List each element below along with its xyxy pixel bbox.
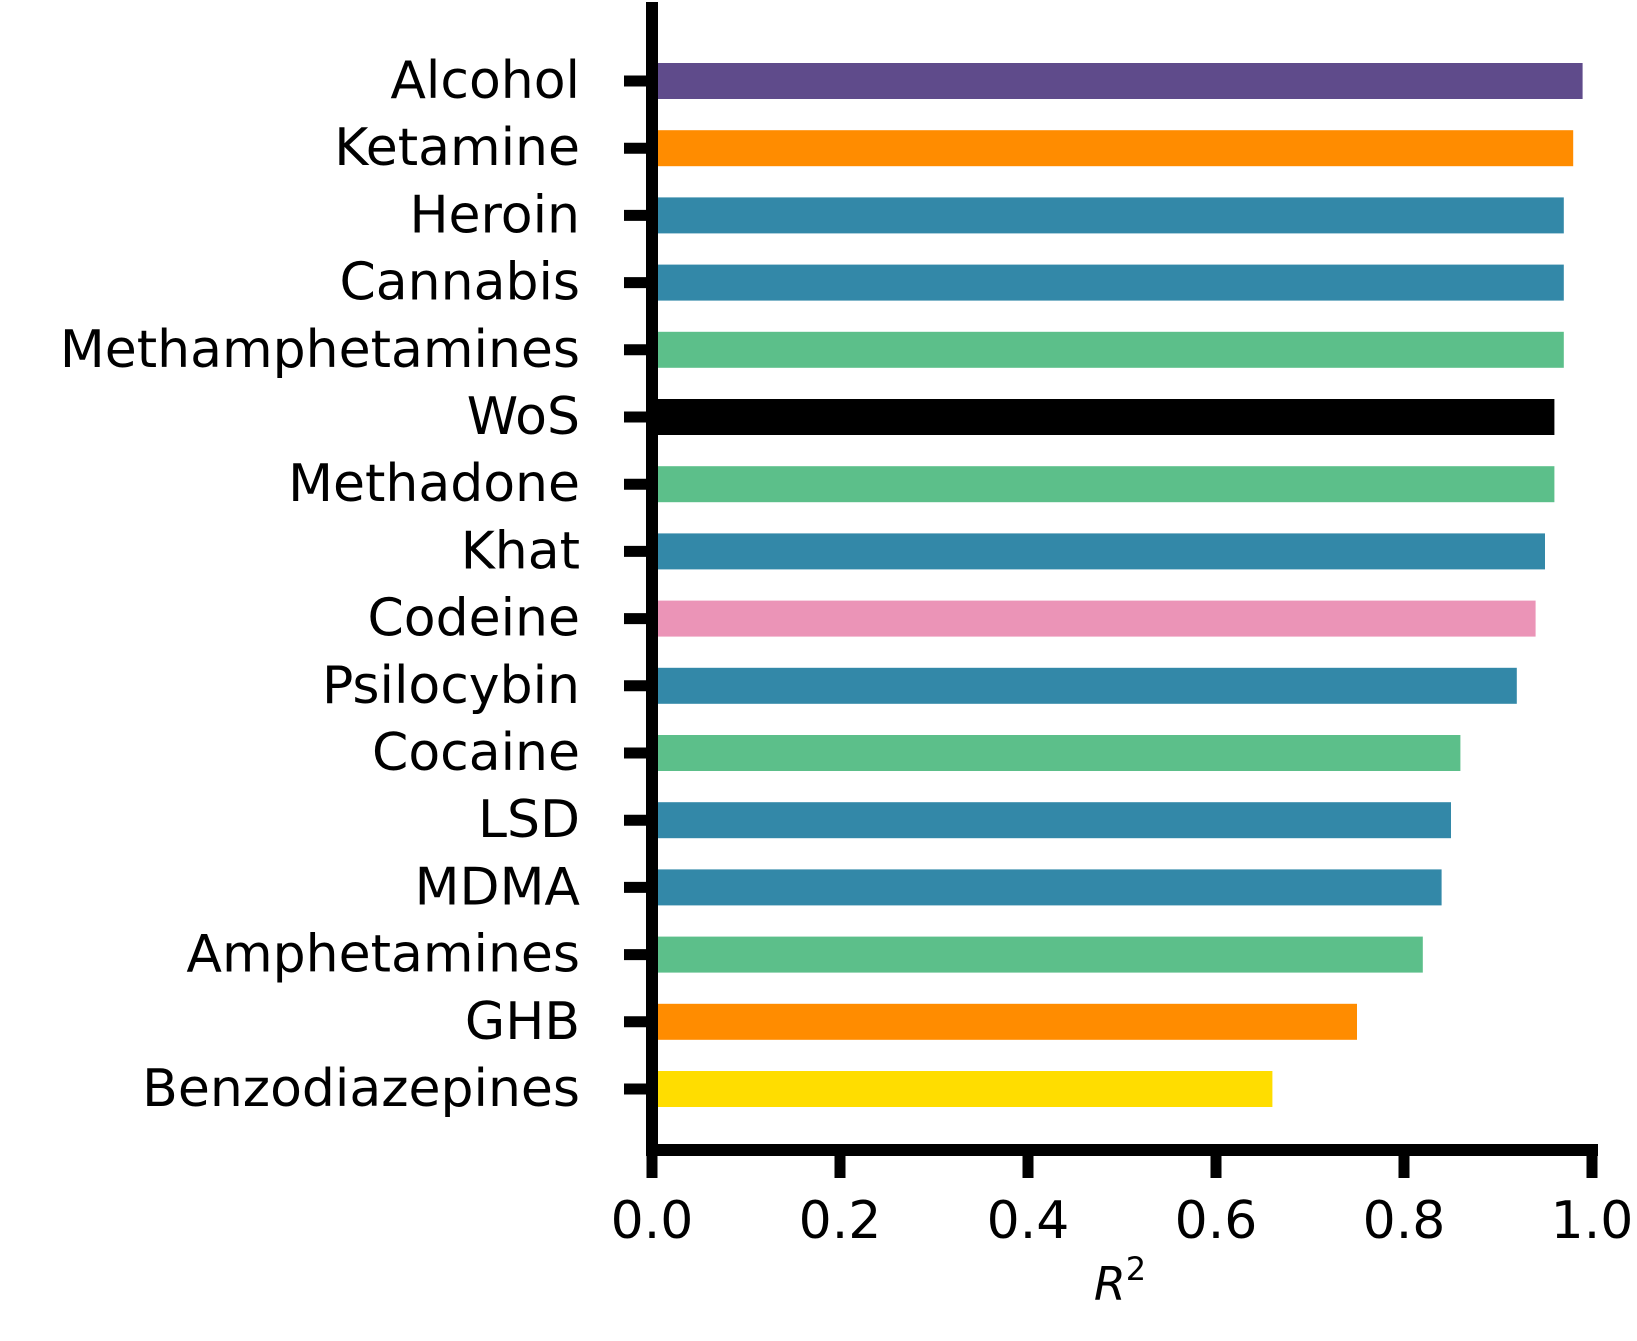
y-tick-label: Heroin: [409, 185, 580, 245]
bar-ghb: [652, 1003, 1357, 1040]
y-tick-label: Methamphetamines: [60, 320, 580, 380]
x-tick-label: 0.0: [611, 1191, 694, 1251]
bar-amphetamines: [652, 936, 1423, 973]
x-tick-label: 0.2: [799, 1191, 882, 1251]
bar-methadone: [652, 466, 1555, 503]
x-tick-label: 0.4: [987, 1191, 1070, 1251]
y-tick-label: Psilocybin: [322, 656, 580, 716]
y-tick-label: Methadone: [288, 454, 580, 514]
y-tick-label: WoS: [467, 387, 580, 447]
bar-psilocybin: [652, 667, 1517, 704]
bar-lsd: [652, 802, 1451, 839]
bar-wos: [652, 399, 1555, 435]
bar-codeine: [652, 600, 1536, 637]
y-tick-label: Ketamine: [334, 118, 580, 178]
bar-mdma: [652, 869, 1442, 906]
bar-khat: [652, 533, 1545, 570]
y-tick-label: Benzodiazepines: [142, 1059, 580, 1119]
y-tick-label: Cannabis: [340, 253, 581, 313]
x-axis-label-base: R: [1094, 1257, 1126, 1311]
x-axis-label-superscript: 2: [1126, 1250, 1146, 1288]
y-axis: Alcohol Ketamine Heroin Cannabis Methampheta…: [60, 2, 658, 1150]
bar-cannabis: [652, 264, 1564, 301]
x-axis: 0.0 0.2 0.4 0.6 0.8 1.0: [611, 1144, 1634, 1251]
bar-ketamine: [652, 130, 1574, 167]
y-tick-label: Codeine: [367, 589, 580, 649]
bar-benzodiazepines: [652, 1071, 1273, 1107]
y-tick-label: LSD: [478, 790, 580, 850]
x-tick-label: 0.8: [1363, 1191, 1446, 1251]
y-tick-label: Alcohol: [390, 51, 580, 111]
y-tick-label: Khat: [461, 521, 580, 581]
x-tick-label: 1.0: [1551, 1191, 1634, 1251]
bar-cocaine: [652, 735, 1461, 771]
bar-methamphetamines: [652, 331, 1564, 368]
y-tick-label: Cocaine: [372, 723, 580, 783]
x-tick-label: 0.6: [1175, 1191, 1258, 1251]
bars-layer: [652, 63, 1583, 1107]
y-tick-label: MDMA: [415, 857, 581, 917]
y-tick-label: Amphetamines: [186, 925, 580, 985]
bar-alcohol: [652, 63, 1583, 99]
y-tick-label: GHB: [465, 992, 580, 1052]
x-axis-label: R2: [1094, 1250, 1146, 1311]
bar-heroin: [652, 197, 1564, 234]
